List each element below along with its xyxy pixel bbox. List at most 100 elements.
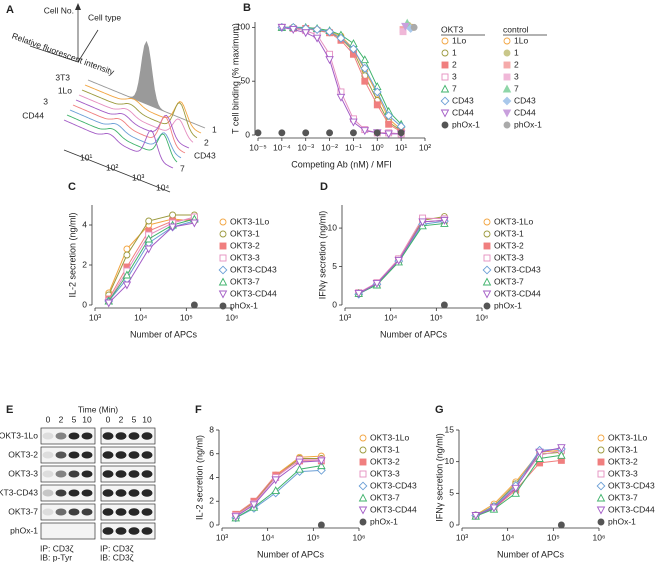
data-point xyxy=(168,223,177,232)
band xyxy=(102,489,114,497)
x-tick-label: 10⁻⁵ xyxy=(249,142,266,152)
histogram xyxy=(66,114,178,163)
data-point xyxy=(145,217,153,225)
legend-label: phOx-1 xyxy=(370,516,398,526)
legend-marker xyxy=(219,302,227,310)
legend-marker xyxy=(596,506,606,515)
x-tick-label: 10⁵ xyxy=(547,532,560,542)
x-tick-label: 10⁻⁴ xyxy=(273,142,291,152)
data-point xyxy=(372,280,382,288)
band xyxy=(115,432,127,440)
panel-letter: C xyxy=(68,181,76,193)
histogram xyxy=(75,99,190,149)
band xyxy=(128,470,140,478)
legend-marker xyxy=(503,121,511,129)
panel-letter: A xyxy=(6,4,14,16)
x-tick-label: 10⁰ xyxy=(371,142,384,152)
data-point xyxy=(440,301,448,309)
blot-frame xyxy=(40,522,96,540)
legend-label: OKT3-2 xyxy=(370,456,400,466)
row-label: OKT3-1Lo xyxy=(0,430,38,440)
x-tick-label: 10⁻¹ xyxy=(345,142,362,152)
legend-marker xyxy=(502,109,512,118)
data-point xyxy=(397,129,405,137)
band xyxy=(141,470,153,478)
tick-label: 10² xyxy=(106,162,118,172)
band xyxy=(128,527,140,535)
band xyxy=(42,489,54,497)
legend-marker xyxy=(482,290,492,299)
legend-label: 3 xyxy=(452,71,457,81)
histogram xyxy=(63,119,174,169)
data-point xyxy=(384,130,393,139)
row-label: 2 xyxy=(204,137,209,147)
panel-letter: E xyxy=(6,404,13,416)
legend-marker xyxy=(597,470,605,478)
data-point xyxy=(295,458,304,467)
x-tick-label: 10⁶ xyxy=(226,312,239,322)
data-point xyxy=(373,129,381,137)
time-tick: 2 xyxy=(119,414,124,424)
data-point xyxy=(348,44,358,54)
x-tick-label: 10⁵ xyxy=(307,532,320,542)
data-point xyxy=(325,27,335,37)
band xyxy=(141,508,153,516)
data-point xyxy=(317,457,326,466)
legend-label: OKT3-1 xyxy=(370,444,400,454)
y-tick-label: 5 xyxy=(332,261,337,271)
data-point xyxy=(317,461,326,470)
x-axis-label: Number of APCs xyxy=(257,549,325,559)
blot-footer: IB: p-Tyr xyxy=(40,552,72,562)
legend-label: OKT3-7 xyxy=(494,276,524,286)
blot-frame xyxy=(100,503,156,521)
legend-marker xyxy=(219,254,227,262)
legend-label: OKT3-2 xyxy=(608,456,638,466)
series-line xyxy=(235,460,322,518)
panel-letter: D xyxy=(320,181,328,193)
band xyxy=(42,508,54,516)
x-axis-label: Number of APCs xyxy=(497,549,565,559)
blot-footer: IB: CD3ζ xyxy=(100,552,134,562)
band xyxy=(42,470,54,478)
y-tick-label: 10 xyxy=(328,222,338,232)
band xyxy=(115,470,127,478)
axis-arrow xyxy=(29,45,79,63)
band xyxy=(115,508,127,516)
row-label: 3 xyxy=(43,96,48,106)
legend-label: OKT3-1Lo xyxy=(608,432,647,442)
data-point xyxy=(384,111,394,121)
legend-marker xyxy=(596,493,606,502)
band xyxy=(141,451,153,459)
blot-frame xyxy=(100,484,156,502)
legend-title: OKT3 xyxy=(441,24,463,34)
data-point xyxy=(373,101,381,109)
blot-frame xyxy=(100,522,156,540)
legend-label: 1Lo xyxy=(452,35,466,45)
y-tick-label: 0 xyxy=(449,519,454,529)
legend-label: OKT3-1 xyxy=(494,228,524,238)
legend-marker xyxy=(359,434,367,442)
x-tick-label: 10⁶ xyxy=(593,532,606,542)
x-tick-label: 10⁵ xyxy=(430,312,443,322)
legend-label: 1 xyxy=(514,47,519,57)
legend-label: OKT3-CD44 xyxy=(370,504,417,514)
data-point xyxy=(302,129,310,137)
legend-marker xyxy=(359,518,367,526)
time-tick: 2 xyxy=(59,414,64,424)
legend-label: phOx-1 xyxy=(608,516,636,526)
series-line xyxy=(475,449,562,516)
legend-marker xyxy=(441,37,449,45)
legend-marker xyxy=(503,49,511,57)
data-point xyxy=(511,488,520,497)
band xyxy=(55,470,67,478)
data-point xyxy=(535,454,544,462)
band xyxy=(141,527,153,535)
legend-title: control xyxy=(503,24,529,34)
data-point xyxy=(535,448,544,457)
band xyxy=(141,489,153,497)
legend-marker xyxy=(440,84,450,93)
legend-label: OKT3-7 xyxy=(230,276,260,286)
legend-marker xyxy=(359,458,367,466)
data-point xyxy=(317,521,325,529)
